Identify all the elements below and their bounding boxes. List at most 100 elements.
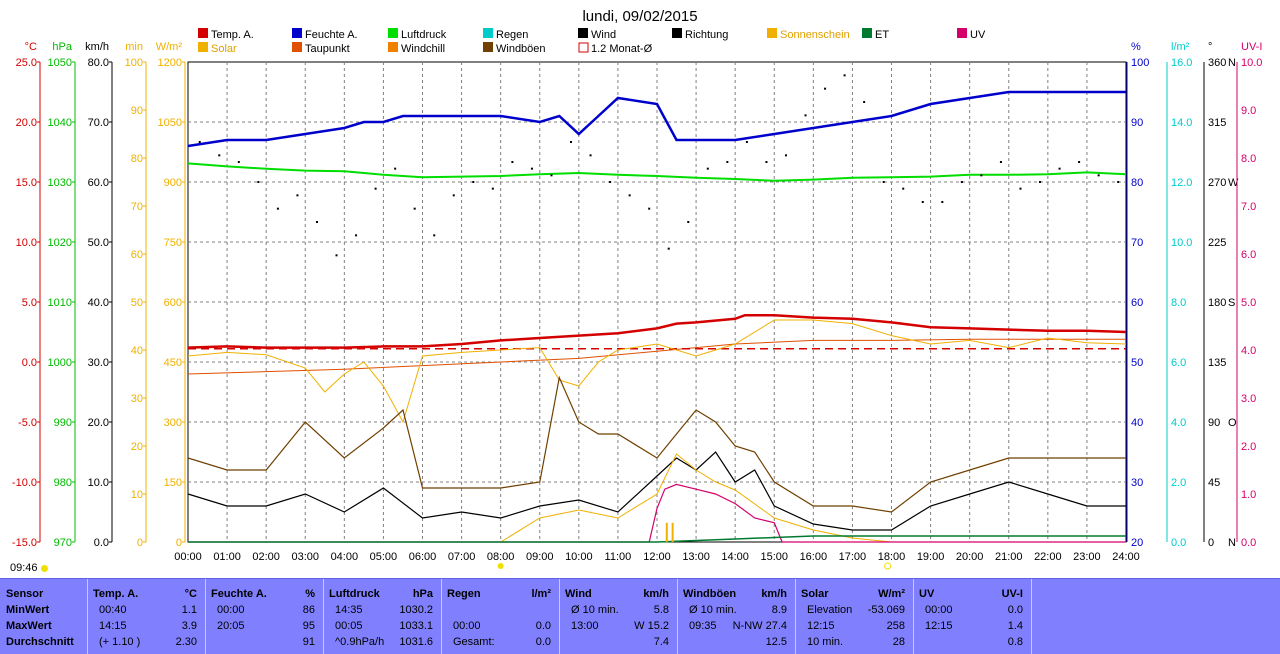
axis-tick-right: 70 — [1131, 237, 1143, 249]
axis-tick-right: 5.0 — [1241, 297, 1256, 309]
axis-tick-right: 1.0 — [1241, 489, 1256, 501]
stats-windboen: Windböen km/h Ø 10 min. 8.9 09:35 N-NW 27.4 12… — [677, 579, 796, 654]
axis-tick-left: 1200 — [158, 57, 182, 69]
stats-header-sensor: Sensor — [6, 588, 44, 600]
stats-unit: km/h — [761, 588, 787, 600]
axis-tick-right: 315 — [1208, 117, 1226, 129]
axis-tick-left: 10.0 — [88, 477, 109, 489]
stats-header: UV — [919, 588, 935, 600]
axis-unit-left: hPa — [52, 41, 72, 53]
chart-title: lundi, 09/02/2015 — [582, 8, 697, 25]
axis-unit-left: °C — [25, 41, 37, 53]
direction-point — [1019, 187, 1022, 190]
legend-label: UV — [970, 29, 986, 41]
stats-value: 8.9 — [771, 604, 787, 616]
stats-header: Wind — [565, 588, 592, 600]
axis-tick-right: 6.0 — [1171, 357, 1186, 369]
axis-tick-left: 300 — [164, 417, 182, 429]
x-tick-label: 23:00 — [1073, 551, 1101, 563]
axis-unit-right: UV-I — [1241, 41, 1262, 53]
axis-tick-right: 9.0 — [1241, 105, 1256, 117]
stats-unit: km/h — [643, 588, 669, 600]
stats-value: 2.30 — [175, 636, 197, 648]
x-tick-label: 02:00 — [252, 551, 280, 563]
direction-point — [452, 194, 455, 197]
stats-feuchte: Feuchte A.% 00:00 86 20:05 95 91 — [205, 579, 324, 654]
axis-tick-left: 60.0 — [88, 177, 109, 189]
stats-header: Solar — [801, 588, 829, 600]
stats-value: -53.069 — [867, 604, 905, 616]
direction-point — [589, 154, 592, 157]
x-tick-label: 14:00 — [721, 551, 749, 563]
legend-label: Feuchte A. — [305, 29, 358, 41]
axis-tick-right: 2.0 — [1171, 477, 1186, 489]
legend-label: Regen — [496, 29, 528, 41]
stats-row-max: MaxWert — [6, 620, 52, 632]
direction-point — [687, 221, 690, 223]
direction-point — [413, 207, 416, 210]
stats-sensor: Sensor MinWert MaxWert Durchschnitt — [0, 579, 88, 654]
series-line — [188, 483, 1126, 543]
axis-tick-left: 1000 — [48, 357, 72, 369]
stats-time: 12:15 — [925, 620, 953, 632]
x-tick-label: 08:00 — [487, 551, 515, 563]
axis-tick-right: 12.0 — [1171, 177, 1192, 189]
stats-value: 1.4 — [1007, 620, 1023, 632]
stats-time: 00:40 — [99, 604, 127, 616]
weather-chart: lundi, 09/02/2015 Temp. A. Feuchte A. Luftd… — [12, 8, 1262, 570]
direction-point — [706, 167, 709, 170]
axis-tick-left: 10 — [131, 489, 143, 501]
direction-point — [491, 187, 494, 190]
stats-value: 0.0 — [1007, 604, 1023, 616]
stats-time: 00:05 — [335, 620, 363, 632]
stats-time: 14:35 — [335, 604, 363, 616]
legend-swatch — [388, 28, 398, 38]
legend-swatch — [483, 42, 493, 52]
legend-swatch — [292, 42, 302, 52]
direction-point — [648, 207, 651, 210]
axis-tick-right: 3.0 — [1241, 393, 1256, 405]
x-tick-label: 03:00 — [291, 551, 319, 563]
axis-tick-left: 25.0 — [16, 57, 37, 69]
axis-tick-right: 20 — [1131, 537, 1143, 549]
axis-tick-right: S — [1228, 297, 1235, 309]
stats-wind: Wind km/h Ø 10 min. 5.8 13:00 W 15.2 7.4 — [559, 579, 678, 654]
stats-value: 86 — [302, 604, 315, 616]
direction-point — [804, 114, 807, 117]
x-tick-label: 06:00 — [409, 551, 437, 563]
axis-tick-right: W — [1228, 177, 1239, 189]
axis-tick-left: 30.0 — [88, 357, 109, 369]
axis-tick-right: N — [1228, 537, 1236, 549]
axis-tick-right: 2.0 — [1241, 441, 1256, 453]
legend-swatch — [862, 28, 872, 38]
direction-point — [863, 101, 866, 103]
direction-point — [1078, 161, 1081, 163]
direction-point — [530, 167, 533, 170]
stats-temp: Temp. A. °C 00:40 1.1 14:15 3.9 (+ 1.10 ) 2.30 — [87, 579, 206, 654]
direction-point — [726, 161, 729, 163]
legend-label: Taupunkt — [305, 43, 350, 55]
stats-value: 0.8 — [1007, 636, 1023, 648]
stats-solar: Solar W/m² Elevation -53.069 12:15 258 10 min.… — [795, 579, 914, 654]
stats-value: N-NW 27.4 — [732, 620, 787, 632]
axis-tick-right: 100 — [1131, 57, 1149, 69]
stats-time: Ø 10 min. — [571, 604, 619, 616]
axis-tick-left: 90 — [131, 105, 143, 117]
stats-time: 20:05 — [217, 620, 245, 632]
legend-swatch — [957, 28, 967, 38]
axis-tick-right: 225 — [1208, 237, 1226, 249]
axis-tick-right: 90 — [1131, 117, 1143, 129]
x-tick-label: 00:00 — [174, 551, 202, 563]
stats-value: W 15.2 — [634, 620, 669, 632]
direction-point — [824, 87, 827, 90]
stats-time: Elevation — [807, 604, 853, 616]
direction-point — [784, 154, 787, 157]
axis-tick-right: 50 — [1131, 357, 1143, 369]
direction-point — [882, 181, 885, 183]
legend-swatch — [767, 28, 777, 38]
axis-tick-right: 90 — [1208, 417, 1220, 429]
legend-label: Richtung — [685, 29, 728, 41]
legend-swatch — [198, 28, 208, 38]
axis-tick-left: 1040 — [48, 117, 72, 129]
axis-tick-left: 0 — [176, 537, 182, 549]
